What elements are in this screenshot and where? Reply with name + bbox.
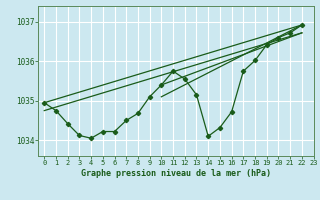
X-axis label: Graphe pression niveau de la mer (hPa): Graphe pression niveau de la mer (hPa) [81,169,271,178]
